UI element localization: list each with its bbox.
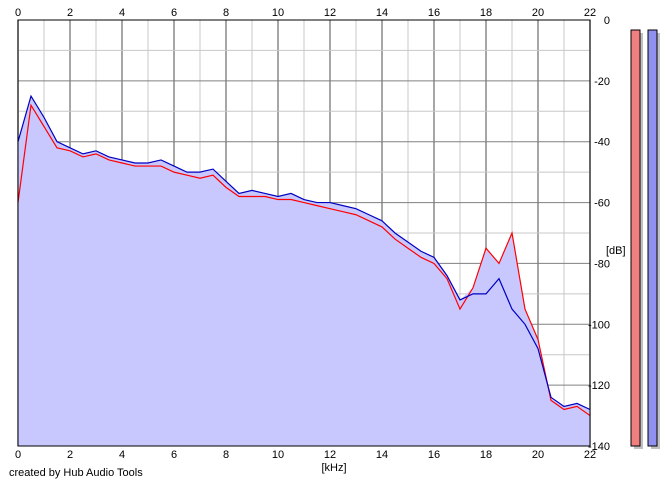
spectrum-fill: [18, 96, 590, 447]
y-tick-label: -120: [588, 380, 610, 392]
x-tick-label-top: 8: [223, 7, 229, 19]
y-tick-label: -140: [588, 441, 610, 453]
x-tick-label-top: 4: [119, 7, 125, 19]
x-tick-label-top: 10: [272, 7, 284, 19]
level-meters: [630, 29, 660, 449]
x-tick-label-top: 20: [532, 7, 544, 19]
x-tick-label-bottom: 14: [376, 449, 388, 461]
level-meter-1: [630, 29, 641, 447]
y-tick-label: -40: [594, 137, 610, 149]
x-tick-label-bottom: 0: [15, 449, 21, 461]
x-tick-label-top: 6: [171, 7, 177, 19]
x-tick-label-top: 12: [324, 7, 336, 19]
x-tick-label-bottom: 16: [428, 449, 440, 461]
credit-text: created by Hub Audio Tools: [9, 467, 143, 479]
x-tick-label-top: 16: [428, 7, 440, 19]
x-tick-label-top: 18: [480, 7, 492, 19]
plot-border: [17, 19, 591, 447]
y-tick-label: -20: [594, 76, 610, 88]
x-tick-label-top: 2: [67, 7, 73, 19]
x-tick-label-top: 14: [376, 7, 388, 19]
level-meter-2: [647, 29, 658, 447]
series-line-channel-2: [17, 94, 591, 411]
x-tick-label-bottom: 2: [67, 449, 73, 461]
x-tick-label-top: 22: [584, 7, 596, 19]
series-group: [17, 94, 591, 417]
y-tick-label: 0: [604, 15, 610, 27]
spectrum-area: [18, 96, 590, 447]
x-ticks-bottom: 0 2 4 6 8 10 12 14 16 18 20 22: [15, 449, 596, 461]
x-axis-label: [kHz]: [321, 462, 346, 474]
y-tick-label: -100: [588, 319, 610, 331]
x-tick-label-bottom: 22: [584, 449, 596, 461]
series-line-channel-1: [17, 103, 591, 417]
x-tick-label-bottom: 6: [171, 449, 177, 461]
y-ticks: 0 -20 -40 -60 -80 -100 -120 -140: [588, 15, 610, 453]
y-tick-label: -80: [594, 258, 610, 270]
x-tick-label-top: 0: [15, 7, 21, 19]
x-tick-label-bottom: 20: [532, 449, 544, 461]
plot-frame: [17, 19, 591, 447]
x-tick-label-bottom: 8: [223, 449, 229, 461]
x-ticks-top: 0 2 4 6 8 10 12 14 16 18 20 22: [15, 7, 596, 19]
x-tick-label-bottom: 4: [119, 449, 125, 461]
x-tick-label-bottom: 12: [324, 449, 336, 461]
x-tick-label-bottom: 10: [272, 449, 284, 461]
y-axis-label: [dB]: [606, 245, 626, 257]
y-tick-label: -60: [594, 198, 610, 210]
x-tick-label-bottom: 18: [480, 449, 492, 461]
